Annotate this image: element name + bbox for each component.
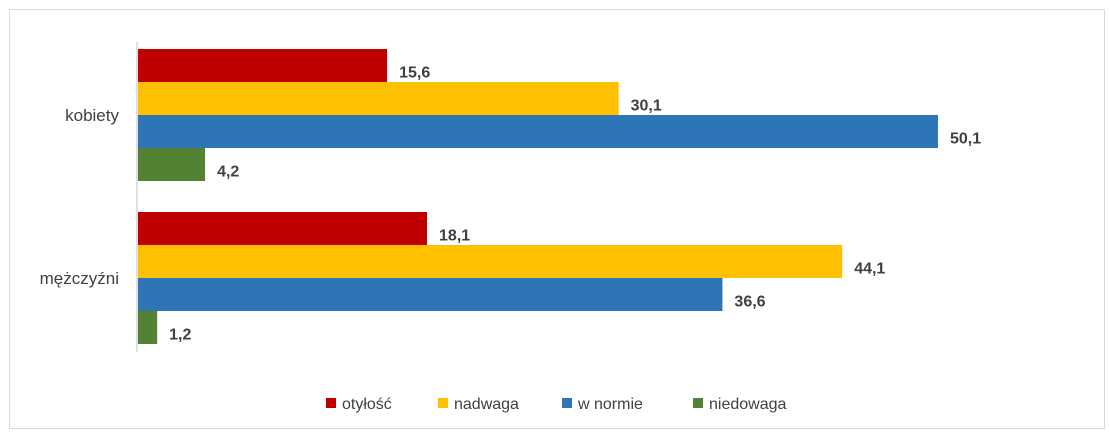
legend-swatch-nadwaga bbox=[438, 398, 448, 408]
bar-kobiety-w-normie bbox=[138, 115, 938, 148]
bar-mezczyzni-niedowaga bbox=[138, 311, 158, 344]
bar-mezczyzni-nadwaga bbox=[138, 245, 843, 278]
value-label-kobiety-w-normie: 50,1 bbox=[950, 131, 981, 148]
legend: otyłość nadwaga w normie niedowaga bbox=[326, 396, 787, 413]
value-label-kobiety-nadwaga: 30,1 bbox=[631, 98, 662, 115]
value-label-kobiety-otylosc: 15,6 bbox=[399, 65, 430, 82]
legend-swatch-otylosc bbox=[326, 398, 336, 408]
bar-kobiety-otylosc bbox=[138, 49, 388, 82]
category-labels: kobiety mężczyźni bbox=[40, 106, 120, 288]
bar-kobiety-niedowaga bbox=[138, 148, 206, 181]
value-label-kobiety-niedowaga: 4,2 bbox=[217, 164, 239, 181]
category-label-mezczyzni: mężczyźni bbox=[40, 269, 119, 288]
legend-label-w-normie: w normie bbox=[577, 396, 643, 413]
bar-mezczyzni-w-normie bbox=[138, 278, 723, 311]
category-label-kobiety: kobiety bbox=[65, 106, 119, 125]
value-label-mezczyzni-nadwaga: 44,1 bbox=[854, 261, 885, 278]
value-label-mezczyzni-w-normie: 36,6 bbox=[734, 294, 765, 311]
value-label-mezczyzni-niedowaga: 1,2 bbox=[169, 327, 191, 344]
bar-mezczyzni-otylosc bbox=[138, 212, 428, 245]
value-labels: 15,6 30,1 50,1 4,2 18,1 44,1 36,6 1,2 bbox=[169, 65, 981, 344]
legend-swatch-niedowaga bbox=[693, 398, 703, 408]
legend-label-otylosc: otyłość bbox=[342, 396, 392, 413]
bars-group bbox=[138, 49, 938, 344]
legend-swatch-w-normie bbox=[562, 398, 572, 408]
value-label-mezczyzni-otylosc: 18,1 bbox=[439, 228, 470, 245]
bar-kobiety-nadwaga bbox=[138, 82, 619, 115]
legend-label-nadwaga: nadwaga bbox=[454, 396, 519, 413]
legend-label-niedowaga: niedowaga bbox=[709, 396, 787, 413]
